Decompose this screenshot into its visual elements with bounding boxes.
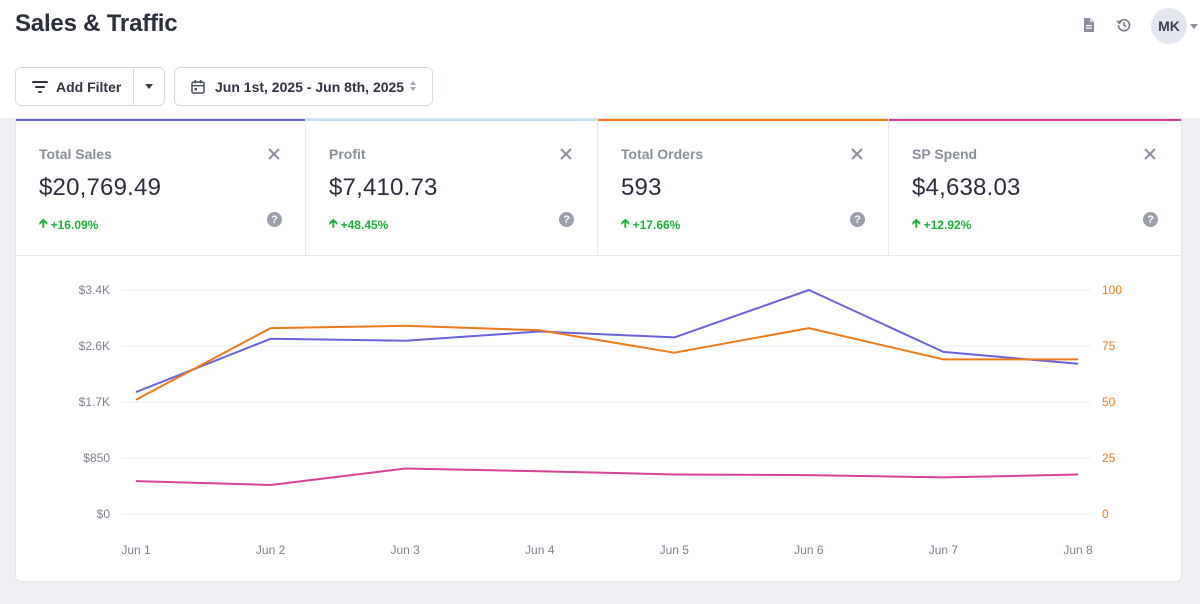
close-icon[interactable] <box>557 145 575 163</box>
calendar-icon <box>191 79 205 94</box>
kpi-sp-spend[interactable]: SP Spend $4,638.03 🡱 +12.92% ? <box>889 119 1181 256</box>
y-right-tick-label: 0 <box>1102 507 1109 521</box>
y-right-tick-label: 50 <box>1102 395 1116 409</box>
y-left-tick-label: $850 <box>83 451 110 465</box>
series-line-total-orders <box>135 324 1078 401</box>
date-range-picker[interactable]: Jun 1st, 2025 - Jun 8th, 2025 <box>174 67 433 106</box>
kpi-change: 🡱 +12.92% <box>912 214 971 235</box>
kpi-label: Total Sales <box>39 146 112 162</box>
filter-group: Add Filter <box>15 67 165 106</box>
kpi-row: Total Sales $20,769.49 🡱 +16.09% ? Profit… <box>16 119 1181 256</box>
kpi-accent-bar <box>16 119 305 121</box>
add-filter-label: Add Filter <box>56 78 122 95</box>
series-line-sp-spend <box>135 467 1079 486</box>
caret-down-icon <box>145 84 153 89</box>
series-line-total-sales <box>135 289 1079 394</box>
arrow-up-icon: 🡱 <box>912 216 921 230</box>
kpi-change: 🡱 +48.45% <box>329 214 388 235</box>
date-range-label: Jun 1st, 2025 - Jun 8th, 2025 <box>215 78 405 95</box>
kpi-label: SP Spend <box>912 146 978 162</box>
kpi-change-value: +12.92% <box>923 217 972 232</box>
close-icon[interactable] <box>848 145 866 163</box>
help-icon[interactable]: ? <box>267 212 282 227</box>
kpi-value: $20,769.49 <box>39 174 162 201</box>
y-right-tick-label: 75 <box>1102 339 1116 353</box>
kpi-change: 🡱 +16.09% <box>39 214 98 235</box>
kpi-value: $4,638.03 <box>912 174 1021 201</box>
page-title: Sales & Traffic <box>15 10 178 37</box>
x-tick-label: Jun 5 <box>660 543 690 557</box>
arrow-up-icon: 🡱 <box>39 216 48 230</box>
top-bar: Sales & Traffic MK Add Filter Jun 1st, 2… <box>0 0 1200 118</box>
x-tick-label: Jun 2 <box>256 543 286 557</box>
document-icon[interactable] <box>1078 14 1100 36</box>
filter-icon <box>32 80 48 93</box>
arrow-up-icon: 🡱 <box>621 216 630 230</box>
filter-dropdown-button[interactable] <box>134 68 164 105</box>
x-tick-label: Jun 8 <box>1063 543 1093 557</box>
y-right-tick-label: 25 <box>1102 451 1116 465</box>
y-left-tick-label: $2.6K <box>79 339 110 353</box>
kpi-change-value: +16.09% <box>50 217 99 232</box>
kpi-value: 593 <box>621 174 662 201</box>
help-icon[interactable]: ? <box>559 212 574 227</box>
kpi-change-value: +17.66% <box>632 217 681 232</box>
kpi-change-value: +48.45% <box>340 217 389 232</box>
x-tick-label: Jun 7 <box>929 543 959 557</box>
y-right-tick-label: 100 <box>1102 283 1122 297</box>
close-icon[interactable] <box>1141 145 1159 163</box>
metrics-card: Total Sales $20,769.49 🡱 +16.09% ? Profit… <box>15 118 1182 582</box>
kpi-accent-bar <box>598 119 888 121</box>
kpi-change: 🡱 +17.66% <box>621 214 680 235</box>
x-tick-label: Jun 1 <box>121 543 151 557</box>
sales-traffic-chart: $0 0 $850 25 $1.7K 50 $2.6K 75 $3.4K 100 Jun 1 Jun … <box>79 283 1123 557</box>
y-left-tick-label: $0 <box>97 507 111 521</box>
history-icon[interactable] <box>1113 14 1135 36</box>
kpi-label: Total Orders <box>621 146 704 162</box>
x-tick-label: Jun 6 <box>794 543 824 557</box>
kpi-total-orders[interactable]: Total Orders 593 🡱 +17.66% ? <box>598 119 889 256</box>
close-icon[interactable] <box>265 145 283 163</box>
add-filter-button[interactable]: Add Filter <box>16 68 134 105</box>
avatar[interactable]: MK <box>1151 8 1187 44</box>
x-tick-label: Jun 3 <box>390 543 420 557</box>
kpi-profit[interactable]: Profit $7,410.73 🡱 +48.45% ? <box>306 119 598 256</box>
x-tick-label: Jun 4 <box>525 543 555 557</box>
help-icon[interactable]: ? <box>850 212 865 227</box>
y-left-tick-label: $1.7K <box>79 395 110 409</box>
chevron-down-icon[interactable] <box>1190 24 1198 29</box>
kpi-label: Profit <box>329 146 366 162</box>
kpi-value: $7,410.73 <box>329 174 438 201</box>
kpi-accent-bar <box>306 119 597 121</box>
sort-arrows-icon <box>410 81 416 91</box>
kpi-total-sales[interactable]: Total Sales $20,769.49 🡱 +16.09% ? <box>16 119 306 256</box>
kpi-accent-bar <box>889 119 1181 121</box>
help-icon[interactable]: ? <box>1143 212 1158 227</box>
y-left-tick-label: $3.4K <box>79 283 110 297</box>
arrow-up-icon: 🡱 <box>329 216 338 230</box>
